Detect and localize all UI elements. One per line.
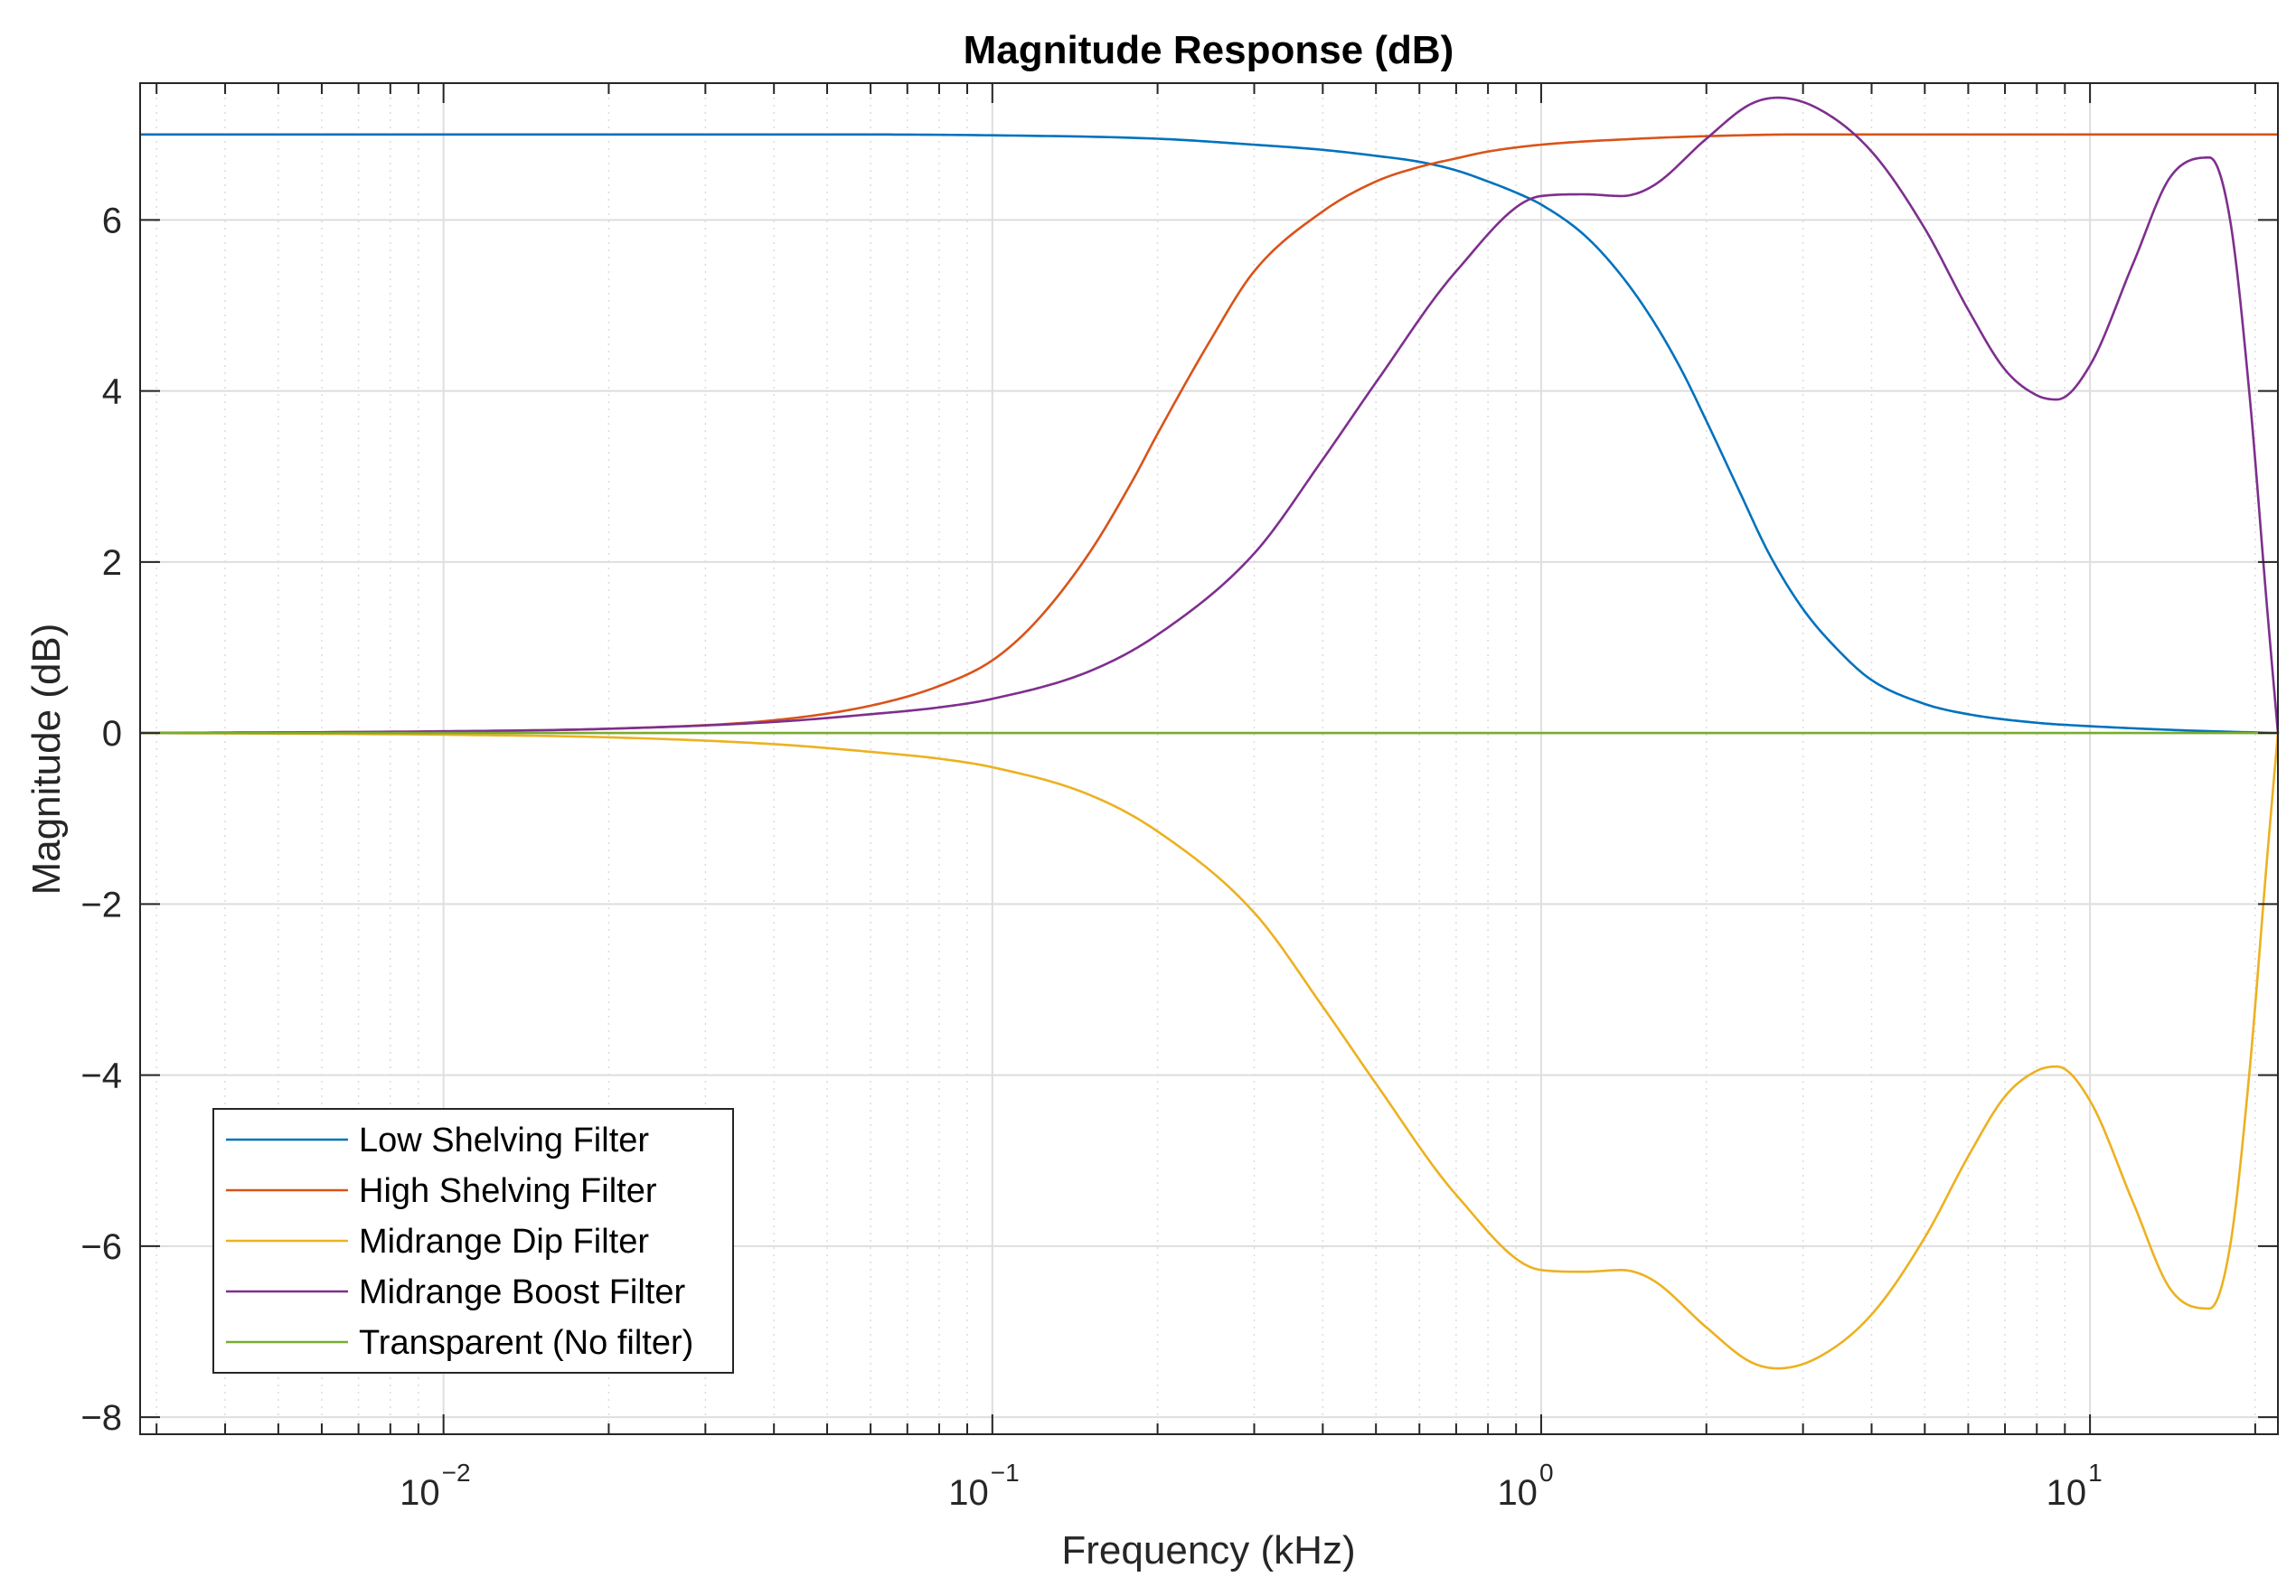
legend: Low Shelving Filter High Shelving Filter M… xyxy=(212,1108,734,1374)
legend-label-transparent-no-filter: Transparent (No filter) xyxy=(359,1324,693,1362)
y-tick-labels: 6 4 2 0 −2 −4 −6 −8 xyxy=(80,201,122,1438)
y-tick-label: 2 xyxy=(102,543,122,583)
y-tick-label: −2 xyxy=(80,885,122,925)
tick-marks xyxy=(140,83,2278,1434)
x-tick-exponent: 1 xyxy=(2088,1459,2103,1487)
y-tick-label: 4 xyxy=(102,372,122,412)
chart-title: Magnitude Response (dB) xyxy=(964,28,1454,72)
legend-label-low-shelving-filter: Low Shelving Filter xyxy=(359,1122,649,1159)
y-tick-label: −4 xyxy=(80,1056,122,1096)
x-tick-label: 10 xyxy=(2047,1473,2087,1513)
y-tick-label: 6 xyxy=(102,201,122,240)
y-tick-label: −8 xyxy=(80,1398,122,1438)
x-tick-exponent: −1 xyxy=(991,1459,1020,1487)
series-line-high-shelving-filter xyxy=(139,133,2278,735)
x-tick-label: 10 xyxy=(1497,1473,1538,1513)
series-line-midrange-boost-filter xyxy=(139,96,2280,735)
x-axis-label: Frequency (kHz) xyxy=(1061,1528,1355,1573)
axes-box xyxy=(139,82,2279,1435)
x-tick-label: 10 xyxy=(948,1473,989,1513)
x-tick-exponent: 0 xyxy=(1539,1459,1554,1487)
x-tick-exponent: −2 xyxy=(442,1459,471,1487)
series-line-low-shelving-filter xyxy=(140,133,2279,735)
y-tick-label: 0 xyxy=(102,714,122,754)
series-layer xyxy=(139,96,2280,1370)
minor-grid xyxy=(155,83,2256,1434)
legend-label-midrange-boost-filter: Midrange Boost Filter xyxy=(359,1273,685,1311)
y-tick-label: −6 xyxy=(80,1227,122,1267)
legend-label-high-shelving-filter: High Shelving Filter xyxy=(359,1172,657,1210)
legend-label-midrange-dip-filter: Midrange Dip Filter xyxy=(359,1223,649,1261)
y-axis-label: Magnitude (dB) xyxy=(24,624,69,896)
x-tick-label: 10 xyxy=(400,1473,440,1513)
series-line-midrange-dip-filter xyxy=(139,731,2280,1370)
